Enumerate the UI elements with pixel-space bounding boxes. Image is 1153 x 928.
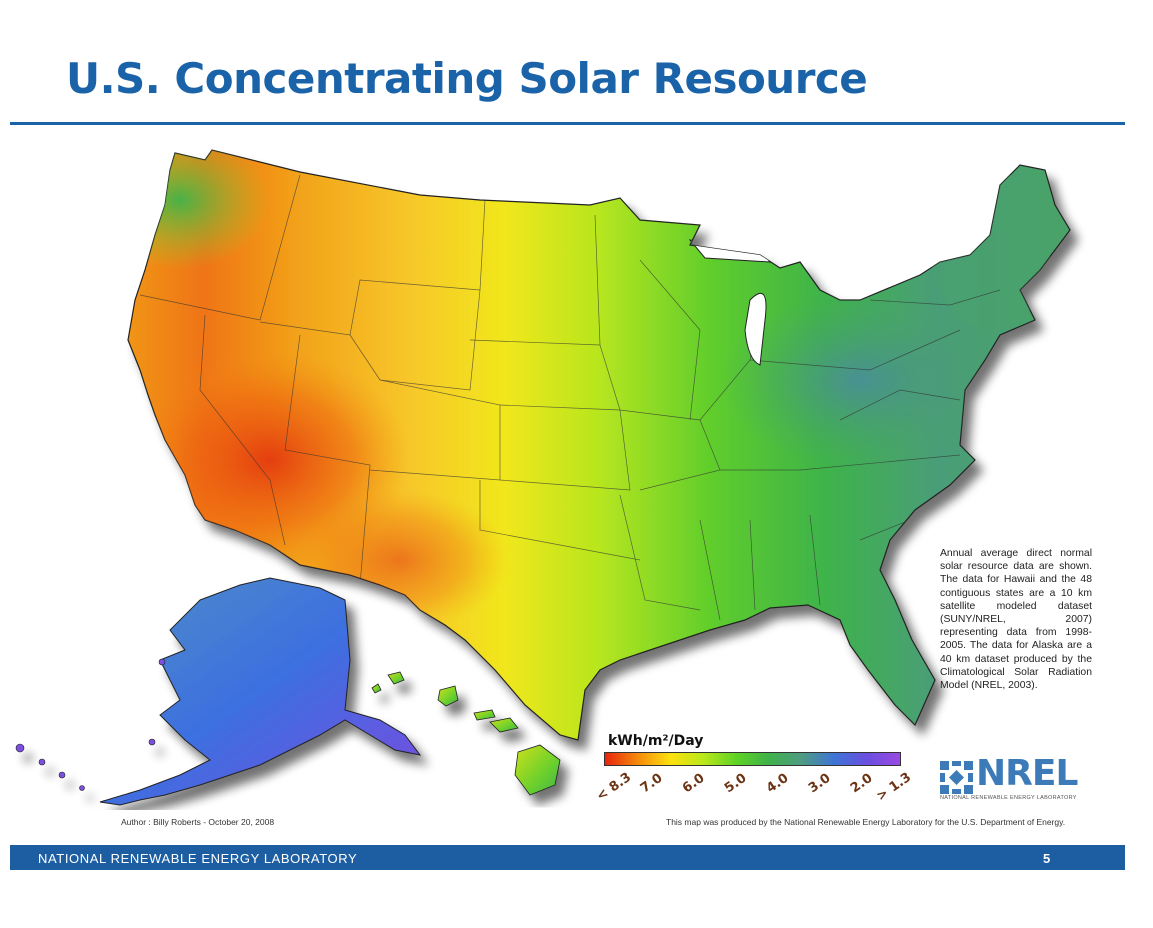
nrel-mark-icon — [940, 761, 973, 794]
alaska — [15, 577, 422, 806]
page-number: 5 — [1043, 851, 1051, 866]
title-divider — [10, 122, 1125, 125]
footer-org: NATIONAL RENEWABLE ENERGY LABORATORY — [38, 851, 358, 866]
nrel-logo: NREL NATIONAL RENEWABLE ENERGY LABORATOR… — [940, 753, 1090, 806]
slide-title: U.S. Concentrating Solar Resource — [66, 54, 868, 103]
author-credit: Author : Billy Roberts - October 20, 200… — [121, 817, 275, 827]
hawaii — [371, 671, 561, 796]
nrel-wordmark: NREL — [976, 753, 1078, 794]
lake-michigan — [744, 292, 767, 366]
nrel-subtitle: NATIONAL RENEWABLE ENERGY LABORATORY — [940, 795, 1077, 801]
map-description: Annual average direct normal solar resou… — [940, 548, 1092, 692]
solar-resource-map — [15, 149, 1071, 806]
legend-color-bar — [604, 752, 901, 766]
legend-title: kWh/m²/Day — [608, 733, 704, 749]
producer-credit: This map was produced by the National Re… — [666, 817, 1066, 827]
footer-bar: NATIONAL RENEWABLE ENERGY LABORATORY 5 — [10, 845, 1125, 870]
